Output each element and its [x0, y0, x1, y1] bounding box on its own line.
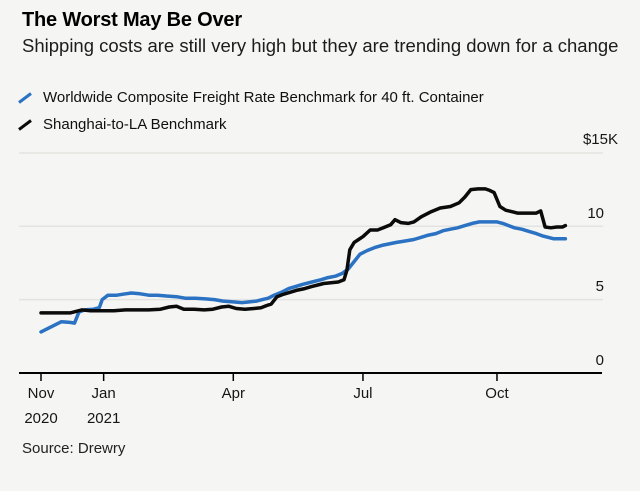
chart-subtitle: Shipping costs are still very high but t… — [22, 35, 619, 56]
y-tick-label: 0 — [595, 351, 604, 369]
x-tick-label: Nov — [27, 385, 55, 402]
legend-item-shanghai-la: Shanghai-to-LA Benchmark — [17, 111, 484, 138]
x-tick-label: Jul — [353, 385, 373, 402]
y-tick-label: $15K — [582, 131, 618, 149]
blue-line-swatch-icon — [18, 91, 32, 104]
legend-label-composite: Worldwide Composite Freight Rate Benchma… — [43, 89, 484, 106]
x-tick-year-label: 2021 — [86, 410, 121, 427]
legend-label-shanghai-la: Shanghai-to-LA Benchmark — [43, 116, 227, 133]
series-line-shanghai-la — [39, 187, 568, 315]
legend-item-composite: Worldwide Composite Freight Rate Benchma… — [17, 84, 484, 111]
source-note: Source: Drewry — [22, 440, 126, 457]
black-line-swatch-icon — [18, 118, 32, 131]
x-tick-year-label: 2020 — [24, 410, 58, 427]
x-tick-label: Jan — [91, 385, 116, 402]
chart-title: The Worst May Be Over — [22, 9, 242, 31]
x-tick-label: Oct — [485, 385, 509, 402]
y-tick-label: 5 — [595, 278, 604, 296]
legend: Worldwide Composite Freight Rate Benchma… — [17, 84, 484, 138]
x-tick-label: Apr — [221, 385, 245, 402]
y-tick-label: 10 — [587, 204, 604, 222]
series-line-composite — [39, 220, 568, 334]
